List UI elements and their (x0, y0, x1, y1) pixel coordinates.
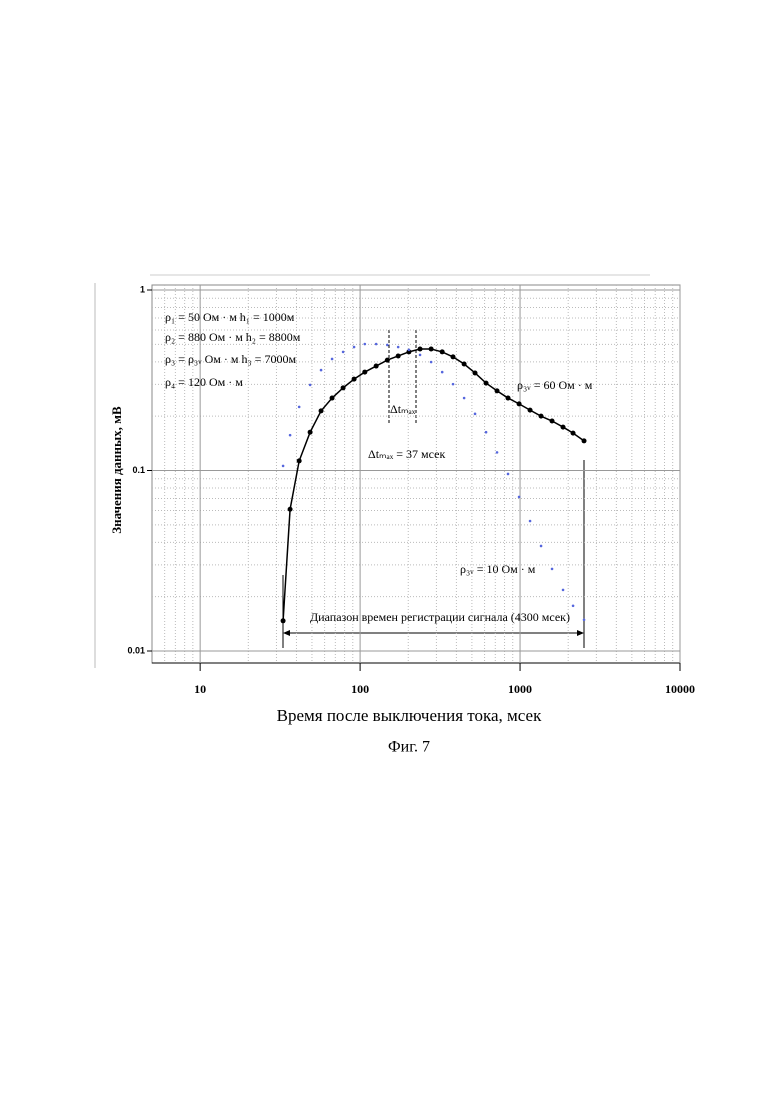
annotation: ρ₄ = 120 Ом · м (165, 375, 243, 389)
data-point (507, 473, 510, 476)
data-point (396, 353, 401, 358)
x-tick-label: 10 (194, 682, 206, 696)
data-point (342, 351, 345, 354)
data-point (408, 349, 411, 352)
data-point (550, 419, 555, 424)
data-point (572, 604, 575, 607)
annotation: ρ₃ᵥ = 60 Ом · м (517, 378, 593, 392)
annotation: ρ₂ = 880 Ом · м h₂ = 8800м (165, 330, 301, 344)
data-point (419, 354, 422, 357)
y-tick-label: 0.1 (132, 465, 145, 475)
x-tick-label: 1000 (508, 682, 532, 696)
data-point (320, 369, 323, 372)
data-point (288, 507, 293, 512)
data-point (463, 397, 466, 400)
data-point (495, 388, 500, 393)
data-point (352, 377, 357, 382)
annotation: Δtₘₐₓ = 37 мсек (368, 447, 445, 461)
data-point (529, 520, 532, 523)
data-point (385, 358, 390, 363)
data-point (298, 406, 301, 409)
data-point (571, 431, 576, 436)
data-point (583, 618, 586, 621)
data-point (474, 413, 477, 416)
data-point (281, 618, 286, 623)
data-point (485, 431, 488, 434)
data-point (506, 396, 511, 401)
data-point (484, 381, 489, 386)
data-point (518, 496, 521, 499)
annotation: Диапазон времен регистрации сигнала (430… (310, 610, 570, 624)
data-point (551, 568, 554, 571)
x-tick-label: 10000 (665, 682, 695, 696)
data-point (451, 354, 456, 359)
data-point (496, 451, 499, 454)
data-point (582, 438, 587, 443)
y-axis-label: Значения данных, мВ (109, 406, 124, 534)
data-point (462, 362, 467, 367)
data-point (429, 347, 434, 352)
data-point (330, 396, 335, 401)
y-tick-label: 1 (140, 284, 145, 294)
x-tick-label: 100 (351, 682, 369, 696)
data-point (341, 385, 346, 390)
data-point (289, 434, 292, 437)
x-axis-label: Время после выключения тока, мсек (277, 706, 542, 725)
data-point (561, 425, 566, 430)
data-point (386, 344, 389, 347)
annotation: ρ₃ = ρ₃ᵥ Ом · м h₃ = 7000м (165, 352, 296, 366)
background (0, 0, 780, 1103)
data-point (331, 358, 334, 361)
caption: Фиг. 7 (388, 739, 430, 756)
data-point (308, 430, 313, 435)
annotation: Δtₘₐₓ (390, 402, 416, 416)
data-point (440, 349, 445, 354)
data-point (473, 370, 478, 375)
data-point (562, 589, 565, 592)
data-point (528, 408, 533, 413)
data-point (363, 343, 366, 346)
data-point (452, 383, 455, 386)
data-point (517, 401, 522, 406)
page: Значения данных, мВ Время после выключен… (0, 0, 780, 1103)
data-point (353, 346, 356, 349)
data-point (309, 384, 312, 387)
data-point (540, 545, 543, 548)
data-point (397, 346, 400, 349)
y-tick-label: 0.01 (127, 645, 145, 655)
annotation: ρ₃ᵥ = 10 Ом · м (460, 562, 536, 576)
data-point (319, 408, 324, 413)
data-point (430, 361, 433, 364)
data-point (441, 371, 444, 374)
data-point (539, 414, 544, 419)
data-point (374, 364, 379, 369)
data-point (282, 465, 285, 468)
data-point (375, 343, 378, 346)
annotation: ρ₁ = 50 Ом · м h₁ = 1000м (165, 310, 295, 324)
data-point (418, 347, 423, 352)
data-point (297, 458, 302, 463)
data-point (362, 370, 367, 375)
